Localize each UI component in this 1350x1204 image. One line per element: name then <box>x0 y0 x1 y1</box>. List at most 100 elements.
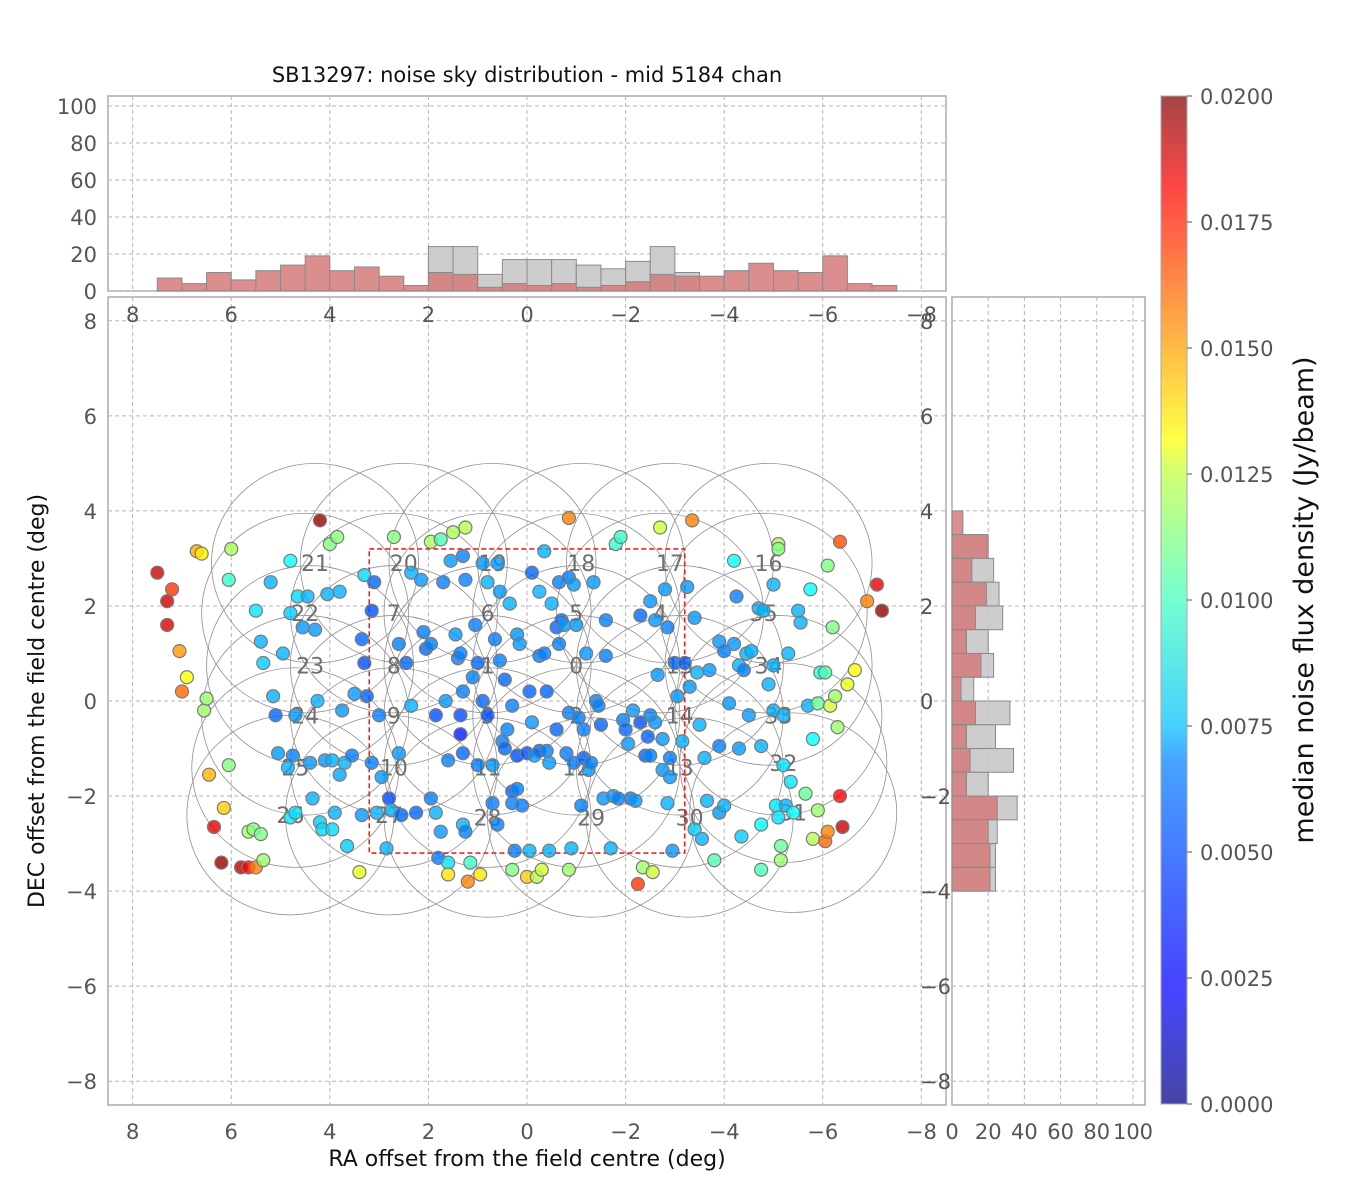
noise-point <box>832 788 848 804</box>
right-hist-x-tick: 20 <box>975 1120 1002 1144</box>
x-tick-label-top: −6 <box>807 303 838 327</box>
right-hist-bar-red <box>951 676 962 702</box>
noise-point <box>423 791 438 806</box>
noise-point <box>445 525 461 540</box>
noise-point <box>199 691 214 706</box>
noise-point <box>330 529 345 545</box>
noise-point <box>475 556 490 571</box>
noise-point <box>805 731 821 747</box>
y-tick-label-right: 8 <box>920 310 933 334</box>
noise-point <box>357 655 372 671</box>
noise-point <box>332 584 347 599</box>
colorbar-tick-label: 0.0100 <box>1200 589 1273 613</box>
noise-point <box>160 594 175 609</box>
noise-point <box>586 575 601 590</box>
right-histogram-grid <box>951 297 1145 1105</box>
noise-point <box>593 717 609 732</box>
noise-point <box>160 617 175 633</box>
noise-point <box>524 715 540 730</box>
noise-point <box>791 603 806 618</box>
noise-point <box>441 753 456 768</box>
noise-point <box>744 643 759 659</box>
colorbar-tick-label: 0.0150 <box>1200 337 1273 361</box>
colorbar-label: median noise flux density (Jy/beam) <box>1289 356 1320 843</box>
noise-point <box>468 617 483 633</box>
top-hist-bar-red <box>846 283 873 292</box>
noise-point <box>643 748 658 763</box>
noise-point <box>485 796 500 811</box>
noise-point <box>625 703 641 718</box>
noise-point <box>569 617 584 633</box>
beam-number: 9 <box>387 704 401 729</box>
noise-point <box>687 822 702 837</box>
noise-point <box>524 565 540 580</box>
noise-point <box>771 810 786 825</box>
top-histogram: 0 20 40 60 80 100 <box>57 95 947 304</box>
noise-point <box>283 553 298 568</box>
noise-point <box>640 729 655 744</box>
noise-point <box>473 867 488 882</box>
scatter-grid <box>108 297 946 1105</box>
noise-point <box>470 758 485 773</box>
noise-point <box>436 575 451 590</box>
noise-point <box>860 594 875 609</box>
y-axis-label: DEC offset from the field centre (deg) <box>25 494 50 908</box>
noise-point <box>657 582 673 597</box>
noise-point <box>438 693 453 709</box>
noise-point <box>381 791 397 806</box>
noise-point <box>194 546 209 561</box>
noise-point <box>712 739 727 754</box>
noise-point <box>598 613 613 628</box>
right-histogram-ticks: 0 20 40 60 80 100 <box>945 1120 1153 1144</box>
noise-point <box>689 665 705 680</box>
y-tick-label-left: 6 <box>84 405 97 429</box>
noise-point <box>453 727 468 742</box>
beam-circle <box>211 462 419 664</box>
noise-point <box>820 824 835 839</box>
noise-point <box>325 753 340 768</box>
noise-point <box>490 556 505 571</box>
noise-point <box>248 603 263 618</box>
noise-point <box>295 620 310 635</box>
noise-point <box>492 653 507 668</box>
colorbar-tick-label: 0.0200 <box>1200 85 1273 109</box>
right-hist-bar-red <box>951 700 977 726</box>
noise-point <box>164 582 180 597</box>
top-hist-bar-red <box>181 283 208 292</box>
noise-point <box>630 876 646 892</box>
noise-point <box>214 855 229 870</box>
top-hist-bar-red <box>625 281 651 292</box>
chart-title: SB13297: noise sky distribution - mid 51… <box>272 63 782 87</box>
noise-point <box>369 805 384 820</box>
right-histogram: 0 20 40 60 80 100 <box>945 296 1153 1144</box>
colorbar-tick-label: 0.0175 <box>1200 211 1273 235</box>
noise-point <box>611 791 626 806</box>
noise-point <box>367 575 382 590</box>
x-tick-label-bottom: 6 <box>225 1120 238 1144</box>
noise-point <box>722 696 737 711</box>
y-tick-label-right: 0 <box>920 690 933 714</box>
top-hist-y-tick: 60 <box>70 169 97 193</box>
noise-point <box>566 577 581 592</box>
beam-number: 14 <box>666 704 694 729</box>
right-hist-x-tick: 80 <box>1083 1120 1110 1144</box>
noise-point <box>300 589 315 604</box>
beam-circle <box>689 712 898 913</box>
noise-point <box>633 608 648 623</box>
noise-point <box>726 636 742 652</box>
noise-point <box>344 748 360 763</box>
noise-point <box>428 708 443 723</box>
x-tick-label-top: 4 <box>323 303 336 327</box>
noise-point <box>539 684 554 699</box>
noise-point <box>460 874 475 889</box>
noise-point <box>620 736 636 751</box>
noise-point <box>830 720 845 735</box>
noise-point <box>776 758 791 773</box>
noise-point <box>699 793 715 808</box>
noise-point <box>539 743 554 759</box>
noise-point <box>583 755 599 770</box>
noise-point <box>810 803 825 818</box>
top-hist-bar-red <box>353 266 380 292</box>
noise-point <box>766 658 781 673</box>
